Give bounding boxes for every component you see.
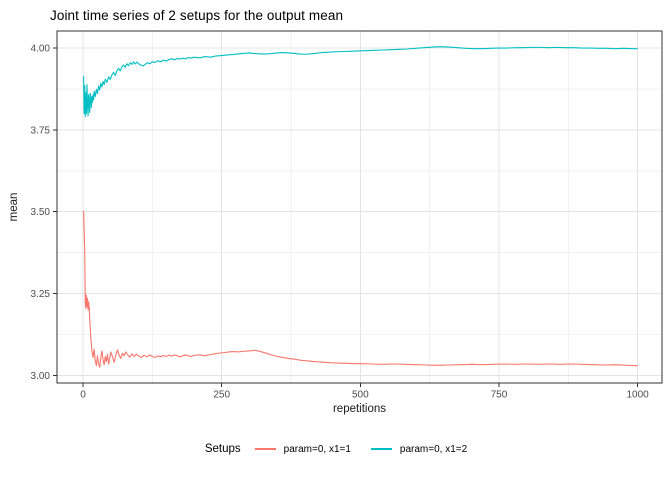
y-tick-label: 3.50 — [31, 207, 51, 218]
x-tick-label: 500 — [352, 390, 369, 401]
x-tick-label: 1000 — [626, 390, 649, 401]
legend-item-2: param=0, x1=2 — [370, 443, 468, 455]
y-tick-label: 4.00 — [31, 44, 51, 55]
x-tick-label: 0 — [80, 390, 86, 401]
legend-item-label: param=0, x1=2 — [399, 443, 468, 455]
x-axis-title: repetitions — [333, 403, 386, 415]
y-tick-label: 3.25 — [31, 289, 51, 300]
x-tick-label: 250 — [213, 390, 230, 401]
y-tick-label: 3.75 — [31, 125, 51, 136]
panel-border — [56, 30, 663, 384]
legend-item-label: param=0, x1=1 — [283, 443, 351, 455]
legend-key-line — [370, 448, 392, 450]
legend-item-1: param=0, x1=1 — [254, 443, 351, 455]
panel-background — [57, 31, 662, 383]
chart-title: Joint time series of 2 setups for the ou… — [50, 8, 344, 23]
legend-items: param=0, x1=1 param=0, x1=2 — [254, 443, 468, 455]
legend: Setups param=0, x1=1 param=0, x1=2 — [0, 443, 672, 455]
legend-key-line — [254, 448, 276, 450]
series-line-1 — [83, 210, 638, 368]
x-tick-label: 750 — [491, 390, 508, 401]
y-tick-label: 3.00 — [31, 371, 51, 382]
chart-canvas: 0 250 500 750 1000 3.00 3.25 3.50 3.75 4.00 repeti… — [8, 30, 663, 415]
y-axis-title: mean — [8, 193, 20, 222]
legend-title: Setups — [204, 443, 241, 455]
series-line-2 — [83, 46, 638, 118]
